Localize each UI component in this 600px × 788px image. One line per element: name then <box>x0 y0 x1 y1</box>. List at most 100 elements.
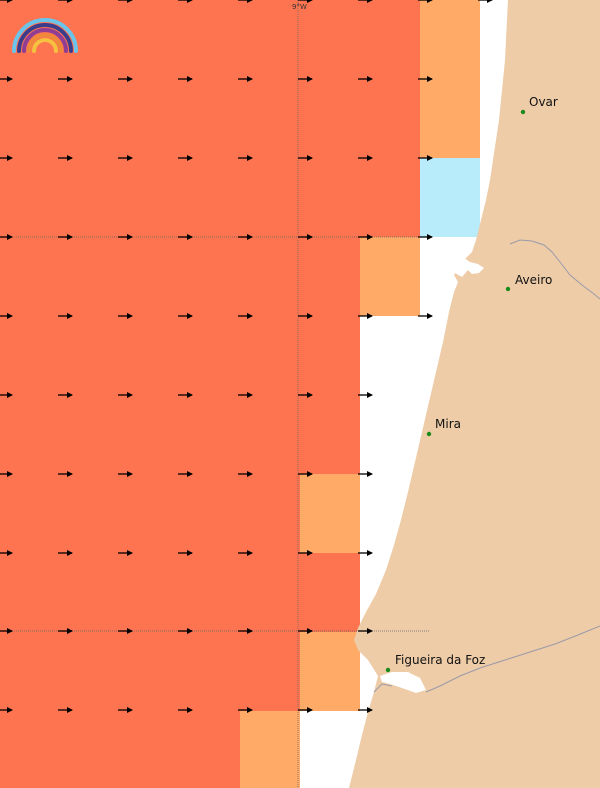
wind-arrow <box>358 155 373 161</box>
town-marker[interactable]: Figueira da Foz <box>385 653 486 673</box>
hazard-cell <box>240 395 300 474</box>
hazard-cell <box>300 553 360 632</box>
hazard-cell <box>120 0 180 79</box>
wind-arrow <box>358 76 373 82</box>
wind-arrow <box>238 707 253 713</box>
hazard-cell <box>0 158 60 237</box>
river-line <box>373 683 393 693</box>
wind-arrow <box>298 0 313 3</box>
wind-arrow <box>0 392 13 398</box>
wind-arrow <box>298 628 313 634</box>
hazard-cell <box>60 711 120 788</box>
wind-arrow <box>58 550 73 556</box>
wind-arrow <box>178 0 193 3</box>
wind-arrow <box>238 155 253 161</box>
hazard-cell <box>0 632 60 711</box>
wind-arrow <box>238 234 253 240</box>
hazard-cell <box>60 632 120 711</box>
wind-arrow <box>118 628 133 634</box>
wind-arrow <box>418 76 433 82</box>
wind-arrow <box>118 471 133 477</box>
hazard-cell <box>0 237 60 316</box>
hazard-cell <box>180 474 240 553</box>
town-marker[interactable]: Mira <box>426 417 461 437</box>
hazard-cell <box>240 79 300 158</box>
hazard-cell <box>240 632 300 711</box>
hazard-cell <box>180 711 240 788</box>
town-label: Figueira da Foz <box>395 653 485 667</box>
hazard-cell <box>300 395 360 474</box>
hazard-cell <box>60 395 120 474</box>
inland-lines <box>373 239 600 693</box>
wind-arrow <box>238 471 253 477</box>
wind-arrow <box>58 628 73 634</box>
hazard-cell <box>60 553 120 632</box>
wind-arrow <box>358 392 373 398</box>
river-line <box>509 239 600 300</box>
hazard-cell <box>300 158 360 237</box>
wind-arrow <box>178 550 193 556</box>
hazard-cell <box>240 237 300 316</box>
hazard-cell <box>300 316 360 395</box>
wind-arrow <box>298 234 313 240</box>
hazard-cell <box>180 237 240 316</box>
wind-arrow <box>238 550 253 556</box>
hazard-cell <box>360 237 420 316</box>
wind-arrow <box>298 76 313 82</box>
wind-arrow <box>298 313 313 319</box>
hazard-cell <box>240 553 300 632</box>
river-line <box>425 625 600 693</box>
wind-arrow <box>58 471 73 477</box>
hazard-cell <box>120 711 180 788</box>
town-marker[interactable]: Ovar <box>520 95 558 115</box>
hazard-cell <box>180 553 240 632</box>
wind-arrow <box>118 76 133 82</box>
hazard-cell <box>120 237 180 316</box>
wind-arrow <box>418 234 433 240</box>
hazard-cell <box>0 553 60 632</box>
wind-arrow <box>118 392 133 398</box>
wind-arrow <box>58 155 73 161</box>
town-marker[interactable]: Aveiro <box>505 273 553 292</box>
hazard-cell <box>180 79 240 158</box>
town-label: Mira <box>435 417 461 431</box>
wind-arrow <box>118 707 133 713</box>
wind-arrow <box>238 76 253 82</box>
wind-arrow <box>178 471 193 477</box>
town-dot <box>426 431 432 437</box>
wind-arrow <box>58 313 73 319</box>
towns-layer: Ovar Aveiro Mira Figueira da Foz <box>385 95 558 673</box>
wind-arrow <box>0 313 13 319</box>
wind-arrow <box>298 550 313 556</box>
hazard-cell <box>240 0 300 79</box>
hazard-cell <box>120 316 180 395</box>
hazard-cell <box>240 711 300 788</box>
hazard-cell <box>120 79 180 158</box>
hazard-cell <box>120 553 180 632</box>
wind-arrow <box>118 550 133 556</box>
wind-arrow <box>418 0 433 3</box>
wind-arrow <box>178 155 193 161</box>
hazard-cell <box>0 316 60 395</box>
wind-arrow <box>58 707 73 713</box>
hazard-cell <box>360 0 420 79</box>
hazard-cell <box>180 316 240 395</box>
wind-arrow <box>178 392 193 398</box>
aveiro-lagoon <box>455 258 484 277</box>
wind-arrow <box>58 392 73 398</box>
hazard-cell <box>0 711 60 788</box>
hazard-grid <box>0 0 480 788</box>
hazard-cell <box>300 0 360 79</box>
wind-arrow <box>238 392 253 398</box>
rainbow-logo-icon <box>12 18 78 53</box>
hazard-cell <box>420 79 480 158</box>
wind-arrow <box>358 471 373 477</box>
wind-arrow <box>118 234 133 240</box>
hazard-cell <box>360 158 420 237</box>
hazard-cell <box>180 395 240 474</box>
wind-arrow <box>0 234 13 240</box>
wind-arrow <box>0 76 13 82</box>
wind-arrow <box>118 313 133 319</box>
